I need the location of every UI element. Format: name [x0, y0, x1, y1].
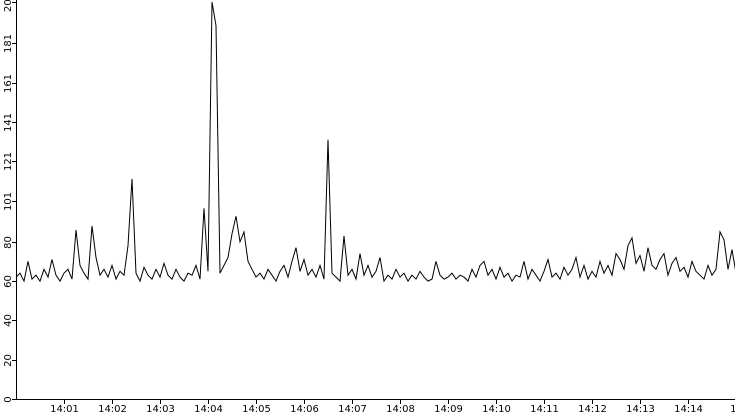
x-tick-label: 14:04 [194, 404, 223, 415]
x-tick-label: 14:03 [146, 404, 175, 415]
x-tick-label: 14:07 [338, 404, 367, 415]
x-tick-label: 14:13 [626, 404, 655, 415]
x-tick-label: 14:14 [674, 404, 703, 415]
x-tick-label: 14:02 [98, 404, 127, 415]
y-tick-label: 80 [3, 236, 14, 249]
y-tick-label: 101 [3, 192, 14, 211]
y-tick-label: 40 [3, 314, 14, 327]
x-tick-label: 14:01 [50, 404, 79, 415]
y-tick-label: 202 [3, 0, 14, 12]
y-tick-label: 121 [3, 152, 14, 171]
x-tick-label: 14 [730, 404, 735, 415]
x-tick-label: 14:06 [290, 404, 319, 415]
x-tick-label: 14:12 [578, 404, 607, 415]
data-line [15, 1, 735, 283]
y-tick-label: 141 [3, 113, 14, 132]
y-tick-label: 0 [3, 396, 14, 402]
y-tick-label: 20 [3, 354, 14, 367]
y-tick-label: 60 [3, 275, 14, 288]
y-tick-label: 161 [3, 74, 14, 93]
x-tick-label: 14:08 [386, 404, 415, 415]
x-tick-label: 14:10 [482, 404, 511, 415]
x-tick-label: 14:09 [434, 404, 463, 415]
y-tick-label: 181 [3, 34, 14, 53]
x-tick-label: 14:05 [242, 404, 271, 415]
x-tick-label: 14:11 [530, 404, 559, 415]
